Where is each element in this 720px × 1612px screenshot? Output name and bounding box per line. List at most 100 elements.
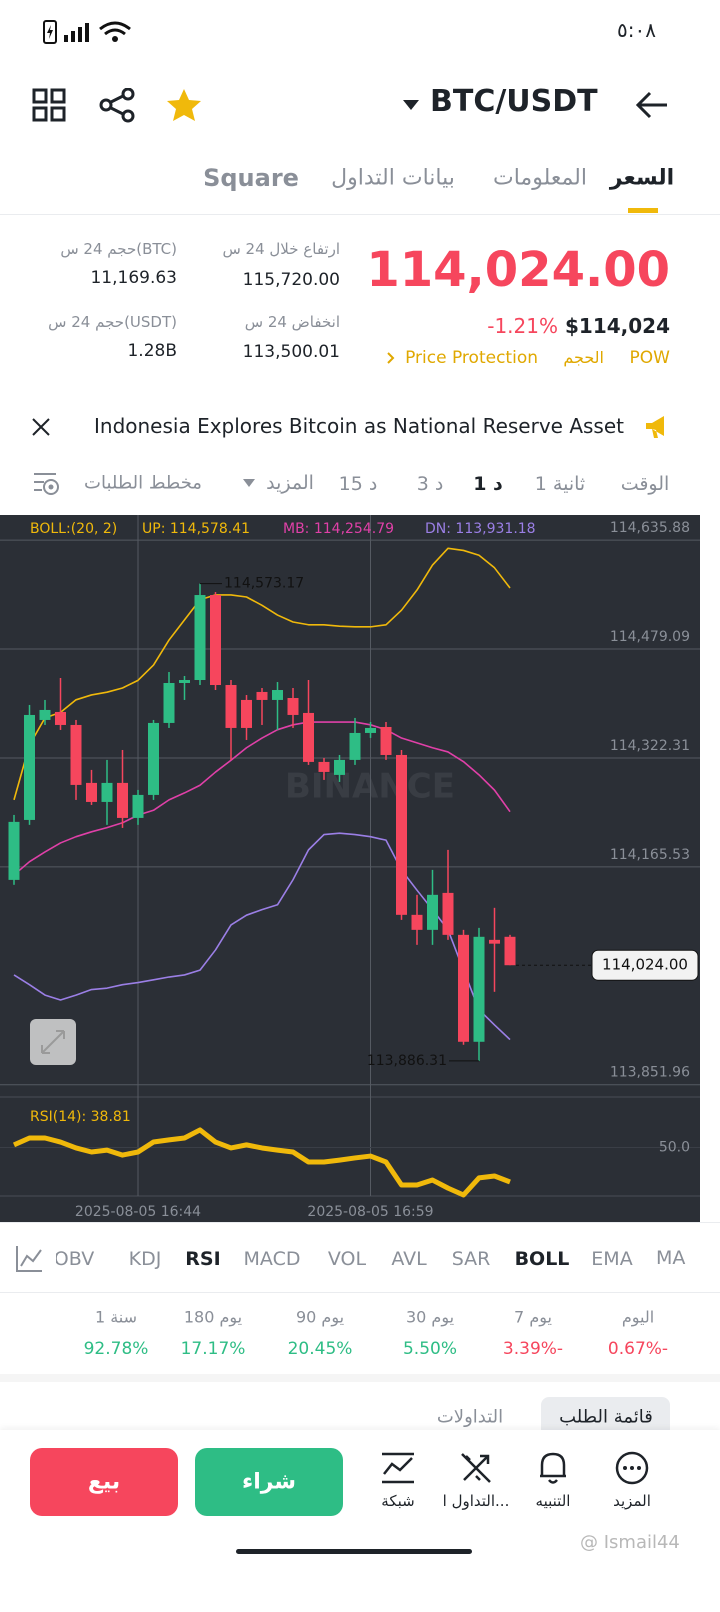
candle-body (163, 682, 175, 723)
indicator[interactable]: MACD (243, 1248, 301, 1270)
usd-price: $114,024 (564, 314, 670, 338)
x-tick-label: 2025-08-05 16:59 (307, 1204, 433, 1220)
candle-body (70, 724, 82, 785)
tag[interactable]: Price Protection (405, 348, 538, 368)
indicator[interactable]: EMA (591, 1248, 633, 1270)
legend: MB: 114,254.79 (283, 521, 394, 537)
interval-more[interactable]: المزيد (266, 472, 314, 494)
back-arrow[interactable] (634, 90, 670, 120)
perf-label: اليوم (621, 1307, 655, 1327)
candle-body (8, 821, 20, 880)
perf-value: 17.17% (180, 1339, 246, 1359)
interval[interactable]: 1 ثانية (534, 473, 586, 495)
perf-value: 92.78% (83, 1339, 149, 1359)
candle-body (365, 727, 376, 733)
last-price: 114,024.00 (366, 242, 670, 298)
chart-bg (0, 515, 700, 1222)
x-tick-label: 2025-08-05 16:44 (75, 1204, 201, 1220)
menu-icons[interactable] (380, 1450, 670, 1486)
perf-label: 180 يوم (183, 1307, 243, 1327)
tab[interactable]: السعر (609, 165, 675, 191)
expand-button[interactable] (30, 1019, 76, 1065)
legend: RSI(14): 38.81 (30, 1109, 131, 1125)
buy-button[interactable] (195, 1448, 343, 1516)
stat-label: انخفاض 24 س (244, 313, 340, 331)
perf-value: 3.39%- (502, 1339, 564, 1359)
stat-value: 115,720.00 (242, 270, 340, 290)
candle-body (318, 761, 330, 772)
book-tab[interactable]: قائمة الطلب (559, 1406, 653, 1428)
pair-dropdown[interactable] (402, 98, 420, 112)
candle-body (504, 936, 516, 966)
news-headline[interactable]: Indonesia Explores Bitcoin as National R… (94, 414, 624, 438)
candle-body (179, 680, 190, 683)
indicator[interactable]: MA (656, 1247, 686, 1269)
book-tab[interactable]: التداولات (436, 1406, 504, 1428)
stat-label: حجم 24 س(USDT) (48, 313, 177, 331)
home-indicator (236, 1549, 472, 1554)
candle-body (458, 934, 469, 1042)
y-tick-label: 114,479.09 (610, 629, 690, 645)
indicator[interactable]: VOL (327, 1248, 367, 1270)
low-label: 113,886.31 (367, 1053, 447, 1069)
indicator[interactable]: KDJ (128, 1248, 162, 1270)
depth-chart[interactable]: مخطط الطلبات (84, 472, 202, 494)
status-icons (43, 20, 131, 44)
candle-body (442, 892, 454, 935)
close-news[interactable] (30, 416, 52, 438)
perf-label: 7 يوم (514, 1307, 552, 1327)
stat-label: ارتفاع خلال 24 س (222, 240, 340, 258)
perf-value: 0.67%- (607, 1339, 669, 1359)
y-tick-label: 114,635.88 (610, 520, 690, 536)
indicator[interactable]: AVL (391, 1248, 427, 1270)
perf-label: 1 سنة (94, 1307, 138, 1327)
candle-body (334, 759, 345, 775)
indicator[interactable]: SAR (451, 1248, 491, 1270)
interval[interactable]: 1 د (473, 473, 503, 495)
tab[interactable]: Square (203, 164, 299, 192)
candle-body (272, 690, 283, 700)
interval[interactable]: 15 د (338, 473, 378, 495)
last-price-label: 114,024.00 (602, 956, 688, 974)
candle-body (39, 709, 51, 720)
status-time: ٥:٠٨ (617, 18, 656, 42)
candle-body (380, 726, 392, 755)
interval[interactable]: 3 د (416, 473, 444, 495)
perf-label: 30 يوم (405, 1307, 455, 1327)
indicator[interactable]: BOLL (514, 1248, 570, 1270)
candle-body (101, 782, 113, 802)
header-icons[interactable] (32, 88, 222, 124)
tab[interactable]: المعلومات (493, 165, 587, 191)
indicator[interactable]: OBV (53, 1248, 95, 1270)
stat-label: حجم 24 س(BTC) (60, 240, 177, 258)
candle-body (427, 894, 438, 930)
stat-value: 1.28B (127, 341, 177, 361)
candle-body (117, 782, 128, 818)
kline-chart: BINANCE114,635.88114,479.09114,322.31114… (0, 515, 700, 1222)
y-tick-label: 50.0 (659, 1140, 690, 1156)
tag: الحجم (563, 348, 604, 367)
candle-body (210, 595, 221, 686)
tab-indicator (628, 208, 658, 213)
perf-value: 5.50% (402, 1339, 458, 1359)
menu-label[interactable]: المزيد (613, 1492, 651, 1510)
sell-button[interactable] (30, 1448, 178, 1516)
menu-label[interactable]: التنبيه (535, 1492, 571, 1510)
candle-body (86, 782, 97, 802)
boll-line (13, 721, 511, 876)
y-tick-label: 113,851.96 (610, 1065, 690, 1081)
candle-body (148, 722, 159, 795)
legend: DN: 113,931.18 (425, 521, 536, 537)
divider (0, 1374, 720, 1382)
icon-bg (0, 1240, 56, 1280)
candle-body (287, 698, 299, 715)
indicator-icon[interactable] (14, 1244, 44, 1274)
last-price-box (591, 949, 699, 981)
menu-label[interactable]: شبكة (381, 1492, 415, 1510)
settings-icon[interactable] (32, 470, 62, 498)
menu-label[interactable]: التداول ا... (442, 1492, 510, 1510)
interval-label: الوقت (620, 473, 670, 495)
tab[interactable]: بيانات التداول (331, 165, 455, 191)
indicator[interactable]: RSI (185, 1248, 221, 1270)
price-change: -1.21% (487, 314, 558, 338)
